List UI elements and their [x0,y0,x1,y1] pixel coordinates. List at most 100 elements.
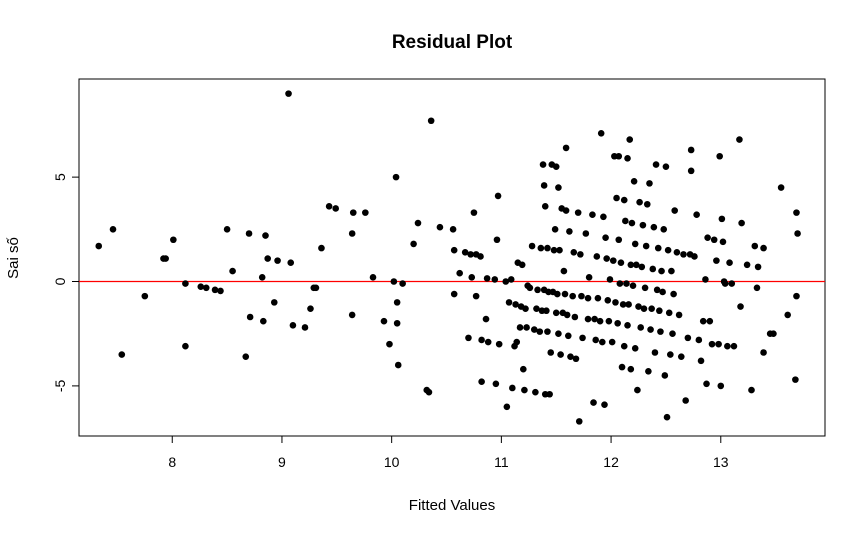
data-point [643,200,651,208]
y-tick-label: 5 [52,173,68,181]
data-point [392,173,400,181]
data-point [622,217,629,225]
data-point [617,259,625,267]
data-point [629,282,637,289]
data-point [604,296,612,304]
data-point [656,307,663,315]
data-point [659,288,666,296]
data-point [470,209,478,216]
data-point [743,261,751,269]
data-point [118,351,126,358]
data-point [687,167,695,175]
y-tick-label: 0 [52,277,68,285]
data-point [522,305,529,312]
data-point [699,317,707,325]
data-point [109,226,117,233]
data-point [706,317,714,325]
data-point [654,244,662,252]
data-point [533,305,540,312]
data-point [645,367,652,375]
data-point [601,401,608,408]
data-point [626,136,634,143]
data-point [332,205,340,212]
data-point [736,136,743,143]
data-point [641,284,649,292]
data-point [547,349,555,356]
data-point [608,338,616,346]
data-point [245,230,253,237]
data-point [658,267,665,275]
data-point [636,198,643,206]
data-point [246,313,254,321]
data-point [751,242,759,250]
data-point [414,219,422,227]
data-point [754,263,762,271]
data-point [555,330,562,338]
data-point [539,161,547,168]
data-point [570,248,578,256]
data-point [684,334,692,342]
data-point [141,292,149,300]
data-point [625,301,632,308]
data-point [386,340,393,348]
data-point [394,361,402,369]
data-point [274,257,281,264]
data-point [602,234,609,241]
data-point [478,378,485,386]
data-point [603,255,610,262]
data-point [544,328,551,335]
data-point [648,305,655,312]
data-point [726,259,733,267]
data-point [518,261,526,269]
data-point [461,248,469,256]
y-axis: -5 0 5 [52,173,79,392]
data-point [523,324,530,331]
data-point [653,286,661,294]
data-point [730,342,738,350]
data-point [472,292,480,300]
data-point [584,315,592,323]
data-point [260,317,267,325]
data-point [628,219,636,227]
data-point [197,283,205,291]
data-point [642,242,650,250]
data-point [552,163,560,170]
data-point [612,299,619,306]
data-point [456,269,463,277]
chart-title: Residual Plot [392,32,513,53]
data-point [793,292,800,300]
data-point [468,274,476,281]
data-point [794,230,801,237]
data-point [793,209,800,216]
data-point [516,324,524,331]
x-axis: 8 9 10 11 12 13 [168,436,729,470]
data-point [521,386,528,394]
data-point [638,263,646,271]
data-point [620,342,628,350]
data-point [637,324,644,331]
data-point [627,365,635,373]
data-point [571,313,579,321]
data-point [536,328,544,335]
data-point [561,290,569,298]
data-point [502,278,510,285]
data-point [716,152,723,160]
data-point [450,290,458,298]
data-point [770,330,777,338]
data-point [318,244,325,252]
data-point [540,182,548,189]
data-point [526,284,534,292]
y-axis-label: Sai số [5,237,22,279]
data-point [513,338,521,346]
data-point [557,351,564,358]
data-point [667,351,674,358]
data-point [635,303,642,310]
data-point [574,209,582,216]
x-tick-label: 11 [494,454,509,470]
data-point [651,349,659,356]
x-tick-label: 9 [278,454,286,470]
data-point [543,307,550,315]
data-point [287,259,295,267]
data-point [507,276,515,283]
